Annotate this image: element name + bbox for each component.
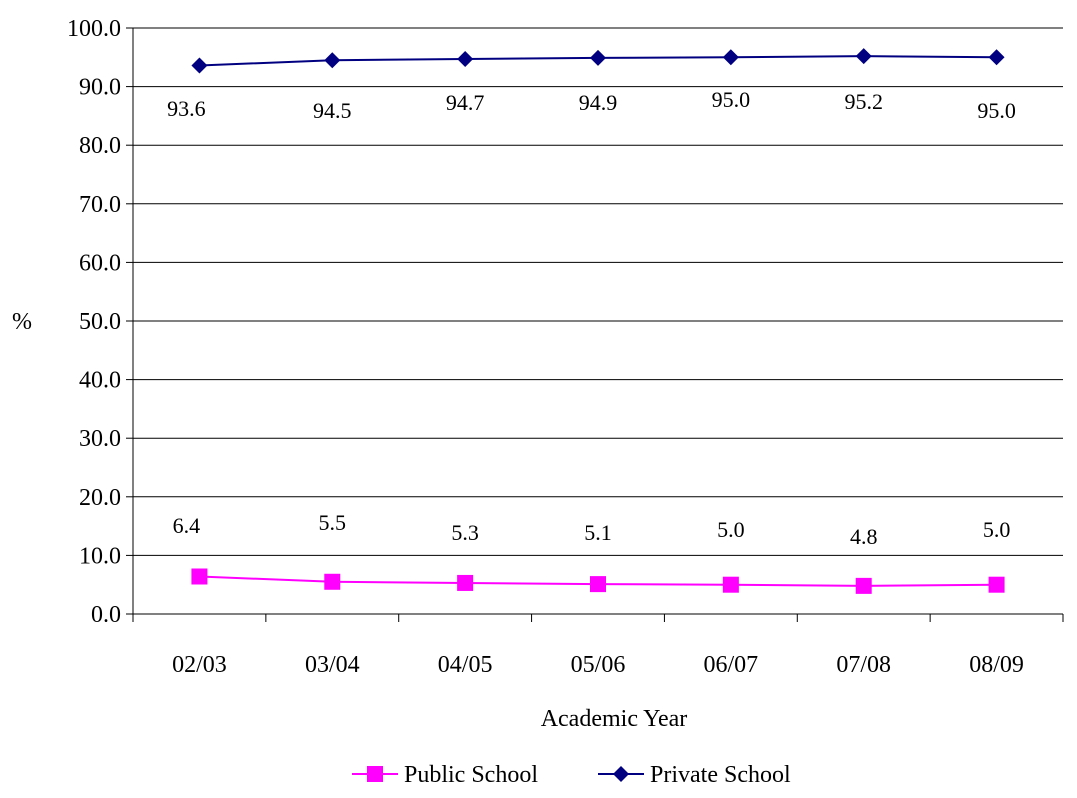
x-axis-label: Academic Year bbox=[541, 706, 688, 732]
data-label: 95.2 bbox=[844, 89, 883, 114]
y-tick-label: 50.0 bbox=[79, 309, 121, 335]
legend-label: Private School bbox=[650, 762, 791, 788]
legend-marker bbox=[613, 766, 629, 782]
data-label: 5.1 bbox=[584, 520, 612, 545]
legend-private-school: Private School bbox=[598, 762, 791, 788]
y-tick-label: 40.0 bbox=[79, 368, 121, 394]
y-tick-label: 10.0 bbox=[79, 543, 121, 569]
x-tick-label: 03/04 bbox=[305, 652, 360, 678]
x-tick-label: 06/07 bbox=[704, 652, 759, 678]
legend-marker bbox=[367, 766, 383, 782]
data-point bbox=[988, 576, 1005, 593]
data-label: 5.5 bbox=[319, 510, 347, 535]
data-label: 4.8 bbox=[850, 524, 878, 549]
data-point bbox=[855, 48, 872, 65]
data-point bbox=[722, 49, 739, 66]
legend-public-school: Public School bbox=[352, 762, 538, 788]
data-label: 94.9 bbox=[579, 90, 618, 115]
x-tick-label: 04/05 bbox=[438, 652, 493, 678]
legend: Public School Private School bbox=[352, 762, 791, 788]
data-point bbox=[988, 49, 1005, 66]
data-point bbox=[191, 568, 208, 585]
legend-label: Public School bbox=[404, 762, 538, 788]
data-point bbox=[324, 52, 341, 69]
data-point bbox=[457, 574, 474, 591]
data-label: 5.3 bbox=[451, 520, 479, 545]
data-label: 5.0 bbox=[717, 517, 745, 542]
x-tick-label: 08/09 bbox=[969, 652, 1024, 678]
x-tick-label: 07/08 bbox=[836, 652, 891, 678]
y-tick-label: 30.0 bbox=[79, 426, 121, 452]
data-label: 93.6 bbox=[167, 96, 206, 121]
data-label: 94.7 bbox=[446, 90, 485, 115]
y-tick-label: 100.0 bbox=[67, 16, 121, 42]
data-label: 95.0 bbox=[712, 87, 751, 112]
data-label: 94.5 bbox=[313, 98, 352, 123]
y-tick-label: 80.0 bbox=[79, 133, 121, 159]
data-point bbox=[457, 51, 474, 68]
data-labels: 6.4 5.5 5.3 5.1 5.0 4.8 5.0 93.6 94.5 94.7 94.9 95.… bbox=[167, 87, 1016, 549]
y-tick-label: 0.0 bbox=[91, 602, 121, 628]
data-label: 6.4 bbox=[173, 513, 201, 538]
y-axis-label: % bbox=[12, 309, 32, 335]
data-point bbox=[191, 57, 208, 74]
y-tick-label: 20.0 bbox=[79, 485, 121, 511]
x-tick-label: 05/06 bbox=[571, 652, 626, 678]
y-tick-label: 90.0 bbox=[79, 75, 121, 101]
data-point bbox=[590, 49, 606, 66]
data-label: 95.0 bbox=[977, 98, 1016, 123]
data-label: 5.0 bbox=[983, 517, 1011, 542]
x-tick-label: 02/03 bbox=[172, 652, 227, 678]
data-point bbox=[590, 576, 606, 593]
y-axis: 0.0 10.0 20.0 30.0 40.0 50.0 60.0 70.0 80.0 90.0 1… bbox=[67, 16, 134, 628]
series-layer bbox=[191, 48, 1005, 594]
data-point bbox=[855, 577, 872, 594]
data-point bbox=[722, 576, 739, 593]
x-axis: 02/03 03/04 04/05 05/06 06/07 07/08 08/09 bbox=[132, 613, 1064, 678]
gridlines bbox=[133, 27, 1063, 556]
y-tick-label: 60.0 bbox=[79, 250, 121, 276]
data-point bbox=[324, 573, 341, 590]
y-tick-label: 70.0 bbox=[79, 192, 121, 218]
